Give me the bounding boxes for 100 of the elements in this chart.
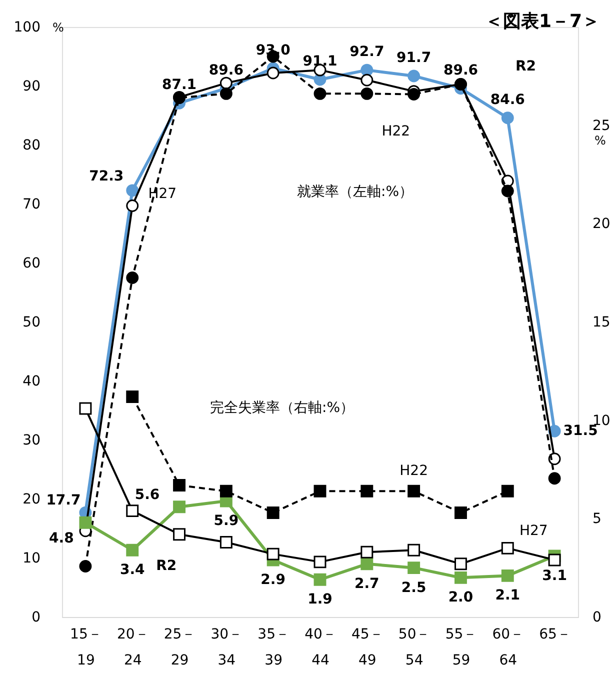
point <box>314 573 326 586</box>
series-label: H22 <box>400 463 428 480</box>
point <box>266 548 280 560</box>
point <box>126 390 139 403</box>
y-tick-label: 50 <box>22 314 40 330</box>
x-tick-label: 15－19 <box>70 626 102 668</box>
y-tick-label: 20 <box>22 492 40 508</box>
point <box>126 504 139 518</box>
point <box>548 472 561 485</box>
y-tick-label: 60 <box>22 256 40 272</box>
point <box>454 558 467 570</box>
point <box>548 554 561 566</box>
data-label: 91.1 <box>302 54 338 70</box>
series-label: H22 <box>382 124 410 140</box>
x-tick-label: 65－ <box>539 626 571 642</box>
point <box>126 184 139 197</box>
point <box>173 479 186 492</box>
point <box>360 484 374 498</box>
data-label: 2.9 <box>260 572 286 588</box>
point <box>408 70 420 82</box>
point <box>501 542 514 554</box>
data-label: 17.7 <box>46 492 81 509</box>
data-label: 3.4 <box>120 562 146 578</box>
data-label: 5.9 <box>214 512 239 529</box>
data-label: 4.8 <box>49 530 74 547</box>
text: R2 <box>515 58 536 74</box>
point <box>126 200 139 212</box>
point <box>454 506 467 519</box>
point <box>126 272 139 284</box>
point <box>220 87 232 100</box>
x-tick-label: 25－29 <box>164 626 196 668</box>
annotation: 就業率（左軸:%） <box>296 184 414 200</box>
point <box>79 560 92 572</box>
x-tick-label: 55－59 <box>445 626 478 668</box>
y-tick-label: 90 <box>22 78 40 94</box>
point <box>408 484 420 498</box>
y-tick-label: 100 <box>14 20 40 36</box>
series-label: H27 <box>148 186 177 202</box>
point <box>79 516 92 529</box>
point <box>360 74 374 86</box>
point <box>314 87 326 100</box>
series-label: H27 <box>519 523 548 540</box>
data-label: 87.1 <box>162 77 197 94</box>
point <box>173 500 186 514</box>
chart-title: ＜図表1－7＞ <box>484 11 600 32</box>
point <box>173 528 186 541</box>
point <box>220 76 232 90</box>
y2-tick-label: 20 <box>592 216 610 232</box>
data-label: 1.9 <box>308 592 332 608</box>
point <box>360 64 374 76</box>
x-tick-label: 45－49 <box>351 626 384 668</box>
point <box>408 562 420 574</box>
data-label: 2.1 <box>495 588 520 604</box>
point <box>501 569 514 582</box>
y2-tick-label: 25 <box>592 118 610 134</box>
y2-tick-label: 5 <box>592 511 602 528</box>
point <box>501 484 514 498</box>
data-label: 3.1 <box>542 568 567 584</box>
y-tick-label: 10 <box>22 550 40 566</box>
point <box>501 112 514 124</box>
data-label: 2.7 <box>354 576 380 592</box>
point <box>314 556 326 568</box>
point <box>360 87 374 100</box>
data-label: 2.0 <box>448 590 474 606</box>
point <box>126 544 139 556</box>
x-tick-label: 30－34 <box>210 626 243 668</box>
point <box>360 558 374 570</box>
x-tick-label: 60－64 <box>492 626 524 668</box>
data-label: 92.7 <box>350 44 384 60</box>
x-tick-label: 20－24 <box>116 626 149 668</box>
data-label: 72.3 <box>89 168 124 184</box>
y-tick-label: 0 <box>32 610 40 626</box>
data-label: 84.6 <box>490 92 525 108</box>
annotation: 完全失業率（右軸:%） <box>210 400 354 416</box>
data-label: 89.6 <box>208 62 244 78</box>
point <box>266 66 280 80</box>
data-label: 2.5 <box>401 580 426 596</box>
series-label: R2 <box>156 558 177 574</box>
y-tick-label: 80 <box>22 138 40 154</box>
point <box>360 546 374 558</box>
y-tick-label: 40 <box>22 374 40 390</box>
x-tick-label: 50－54 <box>398 626 430 668</box>
point <box>314 484 326 498</box>
point <box>501 184 514 198</box>
point <box>266 506 280 519</box>
point <box>454 571 467 584</box>
y2-axis-title: % <box>594 134 606 148</box>
y-tick-label: 70 <box>22 196 40 212</box>
y2-tick-label: 15 <box>592 314 610 330</box>
point <box>79 402 92 415</box>
point <box>220 484 232 498</box>
point <box>408 544 420 556</box>
data-label: 91.7 <box>396 50 432 66</box>
point <box>220 536 232 548</box>
y-axis-title: % <box>52 20 64 34</box>
data-label: 89.6 <box>443 62 478 78</box>
y-tick-label: 30 <box>22 432 40 448</box>
data-label: 5.6 <box>134 486 160 503</box>
x-tick-label: 40－44 <box>304 626 336 668</box>
y2-tick-label: 0 <box>592 610 602 626</box>
